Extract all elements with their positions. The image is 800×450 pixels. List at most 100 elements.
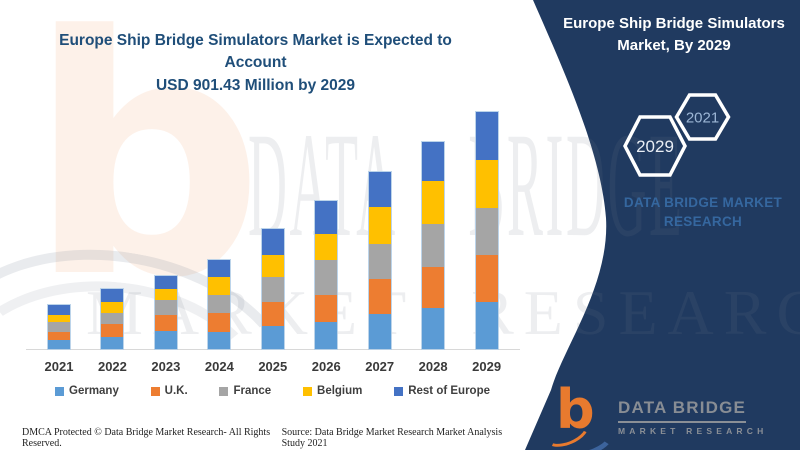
bar-2025-segment-germany bbox=[261, 325, 284, 349]
footer-source-text: Source: Data Bridge Market Research Mark… bbox=[281, 427, 503, 449]
bar-2024-segment-belgium bbox=[208, 276, 231, 295]
logo-company-name: DATA BRIDGE bbox=[618, 398, 747, 423]
x-axis-label-2021: 2021 bbox=[44, 359, 74, 374]
bar-2028-segment-belgium bbox=[422, 180, 445, 225]
bar-2021-segment-rest-of-europe bbox=[48, 304, 70, 315]
x-axis-label-2025: 2025 bbox=[258, 359, 288, 374]
bar-2023-segment-belgium bbox=[154, 288, 177, 301]
logo-company-subtitle: MARKET RESEARCH bbox=[618, 426, 768, 436]
bar-2025-segment-france bbox=[261, 276, 284, 302]
bar-2021 bbox=[48, 304, 70, 349]
legend-item-belgium: Belgium bbox=[303, 385, 362, 397]
bar-2024-segment-u-k bbox=[208, 313, 231, 332]
legend-item-rest-of-europe: Rest of Europe bbox=[394, 385, 490, 397]
bar-2028 bbox=[422, 141, 445, 349]
hexagon-2021-label: 2021 bbox=[686, 110, 719, 127]
hexagon-2029-label: 2029 bbox=[636, 137, 674, 156]
footer-dmca-text: DMCA Protected © Data Bridge Market Rese… bbox=[22, 427, 271, 449]
bar-2026 bbox=[315, 200, 338, 349]
legend-item-france: France bbox=[219, 385, 271, 397]
bar-2025 bbox=[261, 229, 284, 349]
chart-title: Europe Ship Bridge Simulators Market is … bbox=[28, 30, 483, 97]
bar-2021-segment-germany bbox=[48, 340, 70, 349]
bar-2029-segment-u-k bbox=[475, 254, 498, 303]
bar-2029-segment-rest-of-europe bbox=[475, 112, 498, 161]
bar-2029-segment-france bbox=[475, 207, 498, 255]
bar-2022-segment-rest-of-europe bbox=[101, 289, 124, 302]
chart-title-line2: USD 901.43 Million by 2029 bbox=[155, 76, 355, 94]
bar-2022-segment-belgium bbox=[101, 301, 124, 314]
x-axis-label-2028: 2028 bbox=[418, 359, 448, 374]
logo-b-icon: b bbox=[556, 378, 595, 441]
bar-2022-segment-france bbox=[101, 313, 124, 325]
bar-2022-segment-germany bbox=[101, 336, 124, 349]
bar-2023 bbox=[154, 275, 177, 349]
legend-swatch-belgium bbox=[303, 386, 313, 396]
logo-text: DATA BRIDGE MARKET RESEARCH bbox=[618, 398, 767, 436]
legend-item-u-k: U.K. bbox=[150, 385, 188, 397]
sidebar-title: Europe Ship Bridge Simulators Market, By… bbox=[563, 15, 785, 54]
bar-2026-segment-rest-of-europe bbox=[315, 200, 338, 234]
legend-swatch-rest-of-europe bbox=[394, 386, 404, 396]
bar-2024-segment-france bbox=[208, 294, 231, 314]
bar-2022-segment-u-k bbox=[101, 324, 124, 337]
bar-2027-segment-belgium bbox=[368, 207, 391, 245]
x-axis-label-2023: 2023 bbox=[151, 359, 181, 374]
bar-2028-segment-u-k bbox=[422, 267, 445, 308]
sidebar-brand-line1: DATA BRIDGE MARKET bbox=[623, 195, 783, 210]
x-axis-label-2024: 2024 bbox=[204, 359, 234, 374]
legend-item-germany: Germany bbox=[55, 385, 119, 397]
hexagon-2021 bbox=[674, 93, 731, 141]
bar-2027 bbox=[368, 172, 391, 349]
bar-2026-segment-belgium bbox=[315, 233, 338, 261]
x-axis-label-2027: 2027 bbox=[365, 359, 395, 374]
x-axis-label-2029: 2029 bbox=[472, 359, 502, 374]
bar-2027-segment-germany bbox=[368, 314, 391, 349]
chart-legend: Germany U.K. France Belgium Rest of Europe bbox=[55, 385, 490, 397]
legend-label-u-k: U.K. bbox=[164, 385, 188, 397]
bar-2023-segment-u-k bbox=[154, 314, 177, 332]
footer: DMCA Protected © Data Bridge Market Rese… bbox=[22, 427, 522, 449]
x-axis-label-2026: 2026 bbox=[311, 359, 341, 374]
sidebar-brand-line2: RESEARCH bbox=[663, 213, 743, 229]
bar-2027-segment-rest-of-europe bbox=[368, 172, 391, 208]
legend-label-rest-of-europe: Rest of Europe bbox=[408, 385, 490, 397]
bar-2023-segment-rest-of-europe bbox=[154, 275, 177, 289]
bar-2025-segment-u-k bbox=[261, 301, 284, 326]
bar-2024-segment-germany bbox=[208, 331, 231, 349]
hexagon-2029 bbox=[623, 115, 687, 177]
bar-2026-segment-u-k bbox=[315, 295, 338, 322]
bar-2022 bbox=[101, 289, 124, 349]
sidebar-brand-text: DATA BRIDGE MARKET RESEARCH bbox=[598, 194, 800, 232]
bar-2021-segment-france bbox=[48, 322, 70, 333]
legend-swatch-germany bbox=[55, 386, 64, 396]
bar-2025-segment-belgium bbox=[261, 255, 284, 277]
bar-2028-segment-rest-of-europe bbox=[422, 141, 445, 181]
x-axis-line bbox=[26, 349, 520, 350]
bar-2023-segment-france bbox=[154, 300, 177, 315]
bar-2026-segment-france bbox=[315, 260, 338, 296]
legend-swatch-u-k bbox=[150, 386, 160, 396]
bar-2025-segment-rest-of-europe bbox=[261, 229, 284, 256]
bar-2027-segment-u-k bbox=[368, 279, 391, 315]
bar-2029-segment-belgium bbox=[475, 160, 498, 208]
x-axis-label-2022: 2022 bbox=[97, 359, 127, 374]
bar-2029-segment-germany bbox=[475, 302, 498, 349]
bar-2021-segment-u-k bbox=[48, 332, 70, 341]
chart-title-line1: Europe Ship Bridge Simulators Market is … bbox=[59, 32, 452, 72]
legend-label-france: France bbox=[233, 385, 272, 397]
bar-2027-segment-france bbox=[368, 244, 391, 280]
bar-2021-segment-belgium bbox=[48, 314, 70, 323]
bar-2029 bbox=[475, 112, 498, 349]
legend-swatch-france bbox=[219, 386, 229, 396]
hexagon-year-badges: 2029 2021 bbox=[623, 93, 731, 177]
bar-2024 bbox=[208, 260, 231, 349]
bar-2023-segment-germany bbox=[154, 331, 177, 349]
bar-2024-segment-rest-of-europe bbox=[208, 260, 231, 277]
company-logo: b DATA BRIDGE MARKET RESEARCH bbox=[538, 383, 793, 450]
legend-label-germany: Germany bbox=[69, 385, 119, 397]
bar-2026-segment-germany bbox=[315, 321, 338, 349]
